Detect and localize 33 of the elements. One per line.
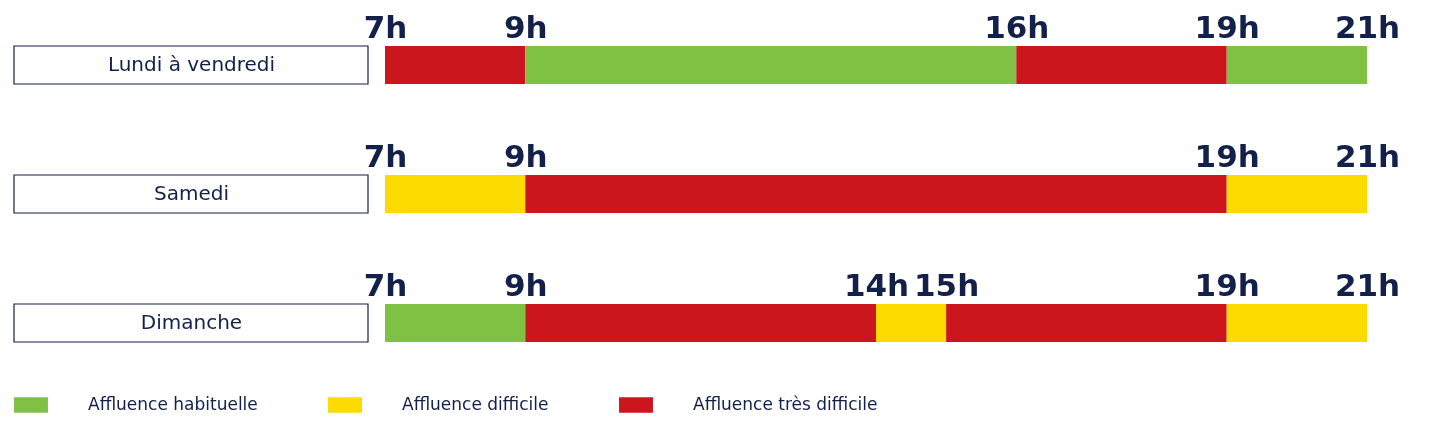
x-tick-label: 21h [1334,266,1401,303]
bar [525,175,1227,213]
y-tick-label: Dimanche [140,310,243,334]
x-tick-label: 16h [984,8,1050,45]
legend-label: Affluence très difficile [693,394,878,414]
bar [525,304,876,342]
legend-label: Affluence habituelle [88,394,258,414]
y-tick-label: Samedi [154,181,229,205]
bar [525,46,1017,84]
x-tick-label: 15h [914,266,980,303]
y-tick-label: Lundi à vendredi [107,52,276,76]
x-tick-label: 9h [503,137,548,174]
bar [1226,175,1367,213]
x-tick-label: 9h [503,266,548,303]
bar [1226,304,1367,342]
x-tick-label: 21h [1334,137,1401,174]
bar [385,46,526,84]
x-tick-label: 19h [1194,137,1260,174]
x-tick-label: 21h [1334,8,1401,45]
x-tick-label: 7h [363,266,408,303]
x-tick-label: 7h [363,8,408,45]
bar [946,304,1227,342]
x-tick-label: 19h [1194,266,1260,303]
legend-label: Affluence difficile [402,394,549,414]
bar [1226,46,1367,84]
bar [385,175,526,213]
bar [385,304,526,342]
bar [876,304,947,342]
x-tick-label: 14h [843,266,910,303]
x-tick-label: 9h [503,8,548,45]
bar [1016,46,1227,84]
x-tick-label: 7h [363,137,408,174]
x-tick-label: 19h [1194,8,1260,45]
